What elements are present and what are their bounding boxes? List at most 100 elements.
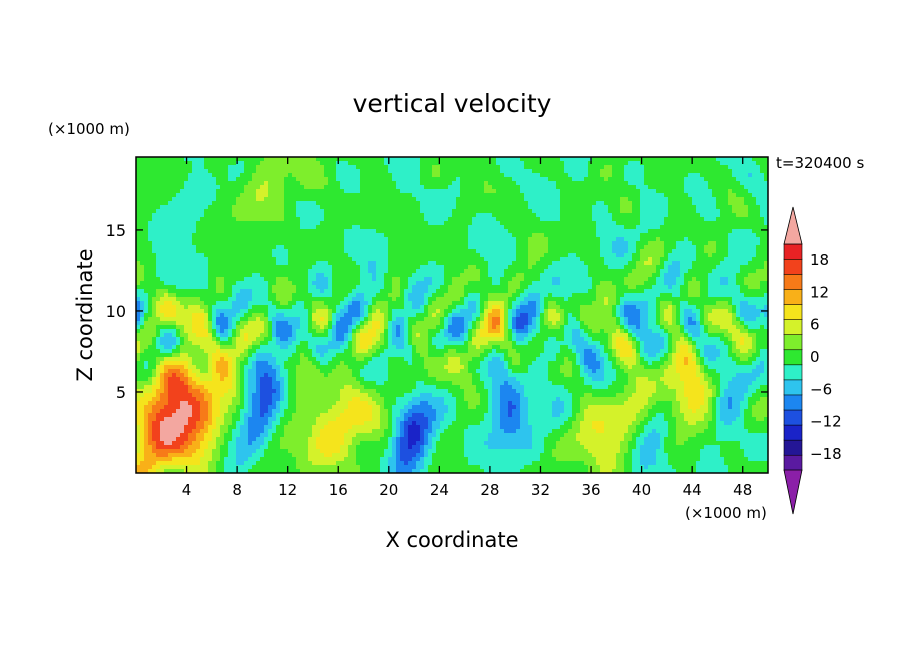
field-cell	[316, 245, 321, 250]
field-cell	[188, 237, 193, 242]
field-cell	[208, 161, 213, 166]
field-cell	[336, 205, 341, 210]
field-cell	[548, 257, 553, 262]
field-cell	[604, 181, 609, 186]
field-cell	[736, 225, 741, 230]
field-cell	[520, 201, 525, 206]
field-cell	[728, 225, 733, 230]
field-cell	[392, 237, 397, 242]
field-cell	[760, 253, 765, 258]
field-cell	[452, 257, 457, 262]
field-cell	[712, 157, 717, 162]
field-cell	[680, 237, 685, 242]
field-cell	[524, 245, 529, 250]
field-cell	[536, 225, 541, 230]
field-cell	[720, 181, 725, 186]
field-cell	[664, 233, 669, 238]
field-cell	[468, 205, 473, 210]
field-cell	[560, 173, 565, 178]
field-cell	[608, 165, 613, 170]
field-cell	[640, 177, 645, 182]
field-cell	[544, 241, 549, 246]
field-cell	[508, 217, 513, 222]
field-cell	[500, 165, 505, 170]
field-cell	[416, 221, 421, 226]
field-cell	[564, 245, 569, 250]
field-cell	[264, 253, 269, 258]
field-cell	[304, 237, 309, 242]
field-cell	[648, 213, 653, 218]
field-cell	[260, 265, 265, 270]
field-cell	[732, 257, 737, 262]
field-cell	[408, 221, 413, 226]
field-cell	[204, 169, 209, 174]
field-cell	[452, 253, 457, 258]
field-cell	[468, 225, 473, 230]
field-cell	[672, 237, 677, 242]
field-cell	[564, 253, 569, 258]
field-cell	[224, 253, 229, 258]
field-cell	[148, 161, 153, 166]
field-cell	[136, 273, 141, 278]
field-cell	[540, 205, 545, 210]
field-cell	[500, 253, 505, 258]
field-cell	[708, 241, 713, 246]
field-cell	[540, 237, 545, 242]
field-cell	[480, 257, 485, 262]
field-cell	[148, 205, 153, 210]
field-cell	[180, 177, 185, 182]
field-cell	[732, 265, 737, 270]
field-cell	[440, 225, 445, 230]
field-cell	[160, 221, 165, 226]
field-cell	[520, 253, 525, 258]
field-cell	[404, 197, 409, 202]
field-cell	[252, 205, 257, 210]
field-cell	[532, 177, 537, 182]
field-cell	[728, 205, 733, 210]
field-cell	[740, 229, 745, 234]
field-cell	[320, 221, 325, 226]
field-cell	[616, 193, 621, 198]
field-cell	[596, 193, 601, 198]
field-cell	[488, 249, 493, 254]
field-cell	[188, 269, 193, 274]
field-cell	[476, 281, 481, 286]
field-cell	[708, 257, 713, 262]
field-cell	[708, 169, 713, 174]
field-cell	[552, 233, 557, 238]
field-cell	[464, 237, 469, 242]
field-cell	[336, 281, 341, 286]
field-cell	[212, 157, 217, 162]
field-cell	[392, 225, 397, 230]
field-cell	[564, 181, 569, 186]
field-cell	[592, 181, 597, 186]
field-cell	[700, 205, 705, 210]
field-cell	[212, 193, 217, 198]
field-cell	[252, 225, 257, 230]
field-cell	[268, 237, 273, 242]
field-cell	[736, 233, 741, 238]
field-cell	[452, 181, 457, 186]
field-cell	[276, 157, 281, 162]
field-cell	[380, 181, 385, 186]
field-cell	[484, 169, 489, 174]
field-cell	[308, 181, 313, 186]
field-cell	[756, 205, 761, 210]
field-cell	[752, 205, 757, 210]
field-cell	[340, 197, 345, 202]
field-cell	[380, 257, 385, 262]
field-cell	[268, 233, 273, 238]
field-cell	[224, 229, 229, 234]
field-cell	[432, 161, 437, 166]
field-cell	[136, 161, 141, 166]
field-cell	[612, 221, 617, 226]
field-cell	[176, 165, 181, 170]
field-cell	[240, 229, 245, 234]
field-cell	[448, 189, 453, 194]
field-cell	[564, 193, 569, 198]
field-cell	[192, 177, 197, 182]
field-cell	[700, 165, 705, 170]
field-cell	[244, 225, 249, 230]
field-cell	[152, 221, 157, 226]
field-cell	[372, 173, 377, 178]
